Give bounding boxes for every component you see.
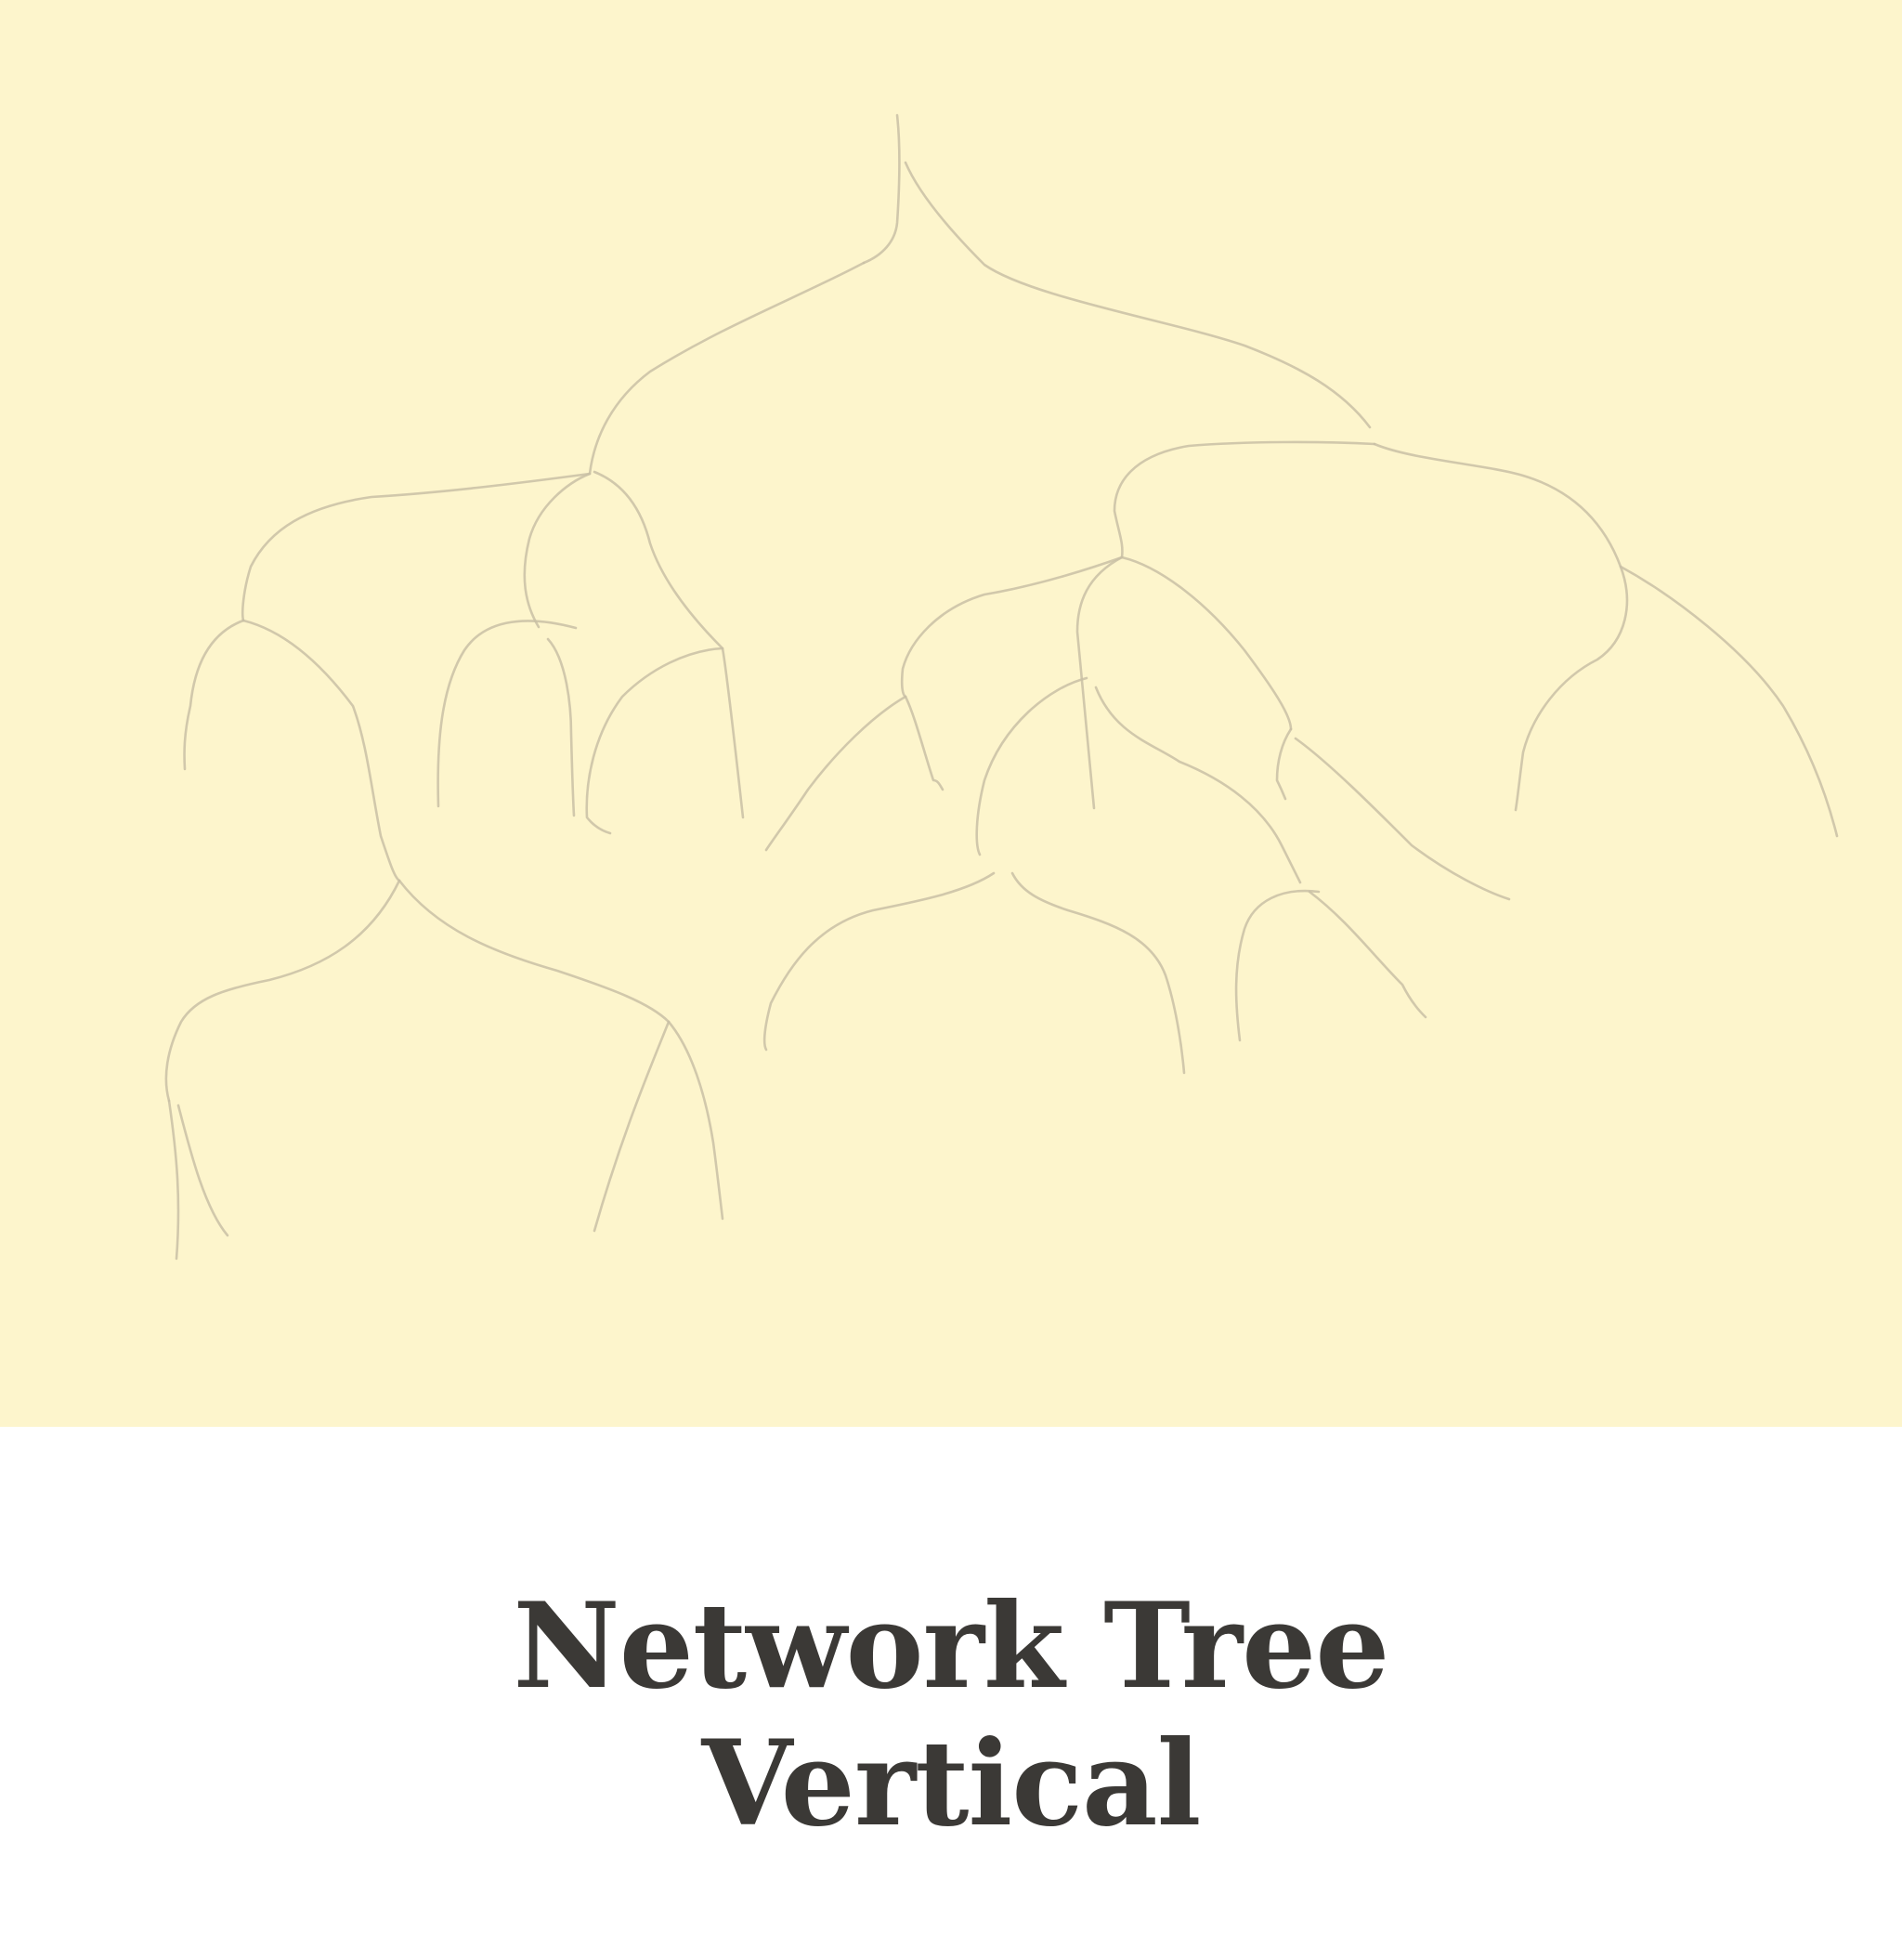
branch-center-middle bbox=[1120, 555, 1293, 731]
branch-lower-middle-tip1 bbox=[593, 1020, 671, 1233]
page-title: Network Tree Vertical bbox=[0, 1577, 1902, 1852]
network-tree-drawing bbox=[164, 113, 1839, 1261]
branch-left-descend bbox=[241, 619, 401, 882]
branch-left-second-tip bbox=[546, 637, 576, 817]
branch-bottom-left bbox=[762, 871, 996, 1052]
branch-left-far bbox=[183, 619, 245, 771]
branch-right-outer bbox=[1619, 565, 1839, 838]
branch-lower-middle-tip2 bbox=[667, 1020, 724, 1221]
branch-lower-left-tip1 bbox=[167, 1099, 180, 1261]
branch-root-left bbox=[588, 261, 866, 476]
branch-bottom-middle bbox=[1010, 871, 1186, 1075]
branch-right-lower-sweep bbox=[1294, 737, 1511, 901]
branch-lower-left bbox=[164, 879, 401, 1103]
branch-right-bottom-tip bbox=[1308, 890, 1427, 1019]
branch-lower-left-tip2 bbox=[176, 1104, 229, 1237]
branch-middle-small bbox=[585, 647, 724, 835]
network-tree-illustration bbox=[0, 0, 1902, 1427]
branch-center-lower-hub bbox=[975, 676, 1088, 856]
branch-center-down bbox=[1075, 555, 1124, 810]
branch-left-second bbox=[436, 620, 578, 808]
branch-right-lower bbox=[1275, 727, 1293, 801]
branch-center-left bbox=[764, 695, 907, 852]
branch-hub-middle bbox=[523, 472, 592, 629]
branch-right-bottom bbox=[1234, 889, 1321, 1042]
branch-lower-middle bbox=[397, 879, 671, 1024]
branch-middle-down bbox=[593, 470, 745, 819]
branch-left-hub bbox=[241, 472, 592, 622]
branch-center-hub bbox=[900, 555, 1124, 699]
branch-center-lower-right bbox=[1094, 686, 1302, 884]
title-line-2: Vertical bbox=[701, 1715, 1201, 1852]
branch-root-trunk bbox=[862, 113, 901, 265]
caption-area: Network Tree Vertical bbox=[0, 1427, 1902, 1960]
branch-center-left-tip bbox=[904, 695, 944, 791]
branch-right-hub bbox=[1113, 440, 1376, 559]
branch-right-sweep bbox=[1373, 442, 1629, 812]
tree-branches bbox=[164, 113, 1839, 1261]
branch-root-right bbox=[904, 161, 1372, 429]
title-line-1: Network Tree bbox=[513, 1577, 1390, 1715]
